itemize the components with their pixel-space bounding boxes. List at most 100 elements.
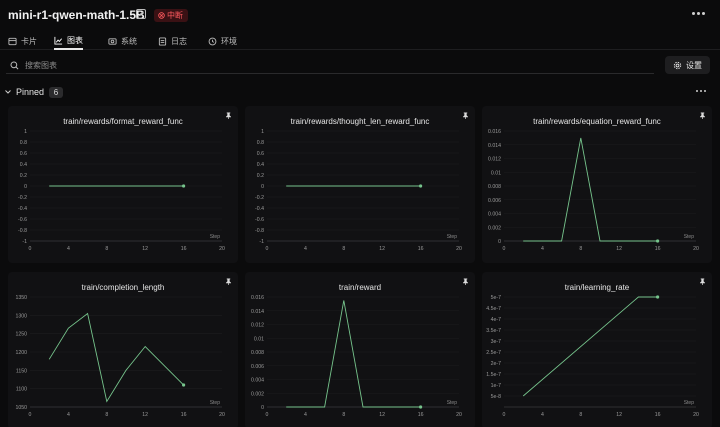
y-tick-label: 1300 bbox=[15, 313, 27, 319]
x-tick-label: 0 bbox=[503, 246, 506, 252]
x-tick-label: 12 bbox=[142, 246, 148, 252]
data-point bbox=[656, 239, 660, 243]
chart-card[interactable]: train/learning_rate 5e-8 1e-7 1.5e-7 2e-7 2.5… bbox=[482, 272, 712, 427]
y-tick-label: 1250 bbox=[15, 332, 27, 338]
x-tick-label: 4 bbox=[304, 246, 307, 252]
status-label: 中断 bbox=[167, 11, 183, 20]
y-tick-label: 0.8 bbox=[257, 140, 264, 146]
y-tick-label: -0.8 bbox=[18, 228, 27, 234]
chart-plot: 1050 1100 1150 1200 1250 1300 1350 0 4 8 12 16 20 Ste… bbox=[15, 295, 225, 418]
x-tick-label: 16 bbox=[181, 246, 187, 252]
y-tick-label: 0.4 bbox=[257, 162, 264, 168]
chart-card[interactable]: train/completion_length 1050 1100 1150 1200 1… bbox=[8, 272, 238, 427]
x-tick-label: 16 bbox=[418, 412, 424, 418]
y-tick-label: 0.01 bbox=[491, 170, 501, 176]
pin-icon[interactable] bbox=[699, 112, 706, 119]
x-tick-label: 20 bbox=[219, 246, 225, 252]
chart-card[interactable]: train/reward 0 0.002 0.004 0.006 0.008 0.01 0.0… bbox=[245, 272, 475, 427]
y-tick-label: 0.2 bbox=[257, 173, 264, 179]
x-tick-label: 8 bbox=[579, 246, 582, 252]
x-tick-label: 12 bbox=[616, 412, 622, 418]
x-axis-label: Step bbox=[210, 234, 221, 240]
tab-cards[interactable]: 卡片 bbox=[8, 33, 37, 50]
x-tick-label: 8 bbox=[342, 412, 345, 418]
x-tick-label: 16 bbox=[181, 412, 187, 418]
x-axis-label: Step bbox=[210, 400, 221, 406]
x-tick-label: 12 bbox=[142, 412, 148, 418]
pin-icon[interactable] bbox=[225, 278, 232, 285]
log-icon bbox=[158, 37, 167, 46]
y-tick-label: -0.6 bbox=[255, 217, 264, 223]
y-tick-label: -0.4 bbox=[255, 206, 264, 212]
pin-icon[interactable] bbox=[699, 278, 706, 285]
y-tick-label: 3e-7 bbox=[491, 339, 501, 345]
section-more-button[interactable] bbox=[696, 90, 706, 92]
y-tick-label: -0.2 bbox=[18, 195, 27, 201]
x-tick-label: 0 bbox=[29, 412, 32, 418]
y-tick-label: 0 bbox=[261, 405, 264, 411]
edit-icon[interactable] bbox=[135, 8, 147, 20]
data-point bbox=[182, 184, 186, 188]
chart-card[interactable]: train/rewards/thought_len_reward_func -1-… bbox=[245, 106, 475, 263]
y-tick-label: 1100 bbox=[16, 387, 27, 393]
y-tick-label: 0 bbox=[261, 184, 264, 190]
x-tick-label: 4 bbox=[67, 246, 70, 252]
section-count-badge: 6 bbox=[49, 87, 63, 98]
stop-icon bbox=[158, 12, 165, 19]
y-tick-label: -0.2 bbox=[255, 195, 264, 201]
search-icon bbox=[10, 60, 19, 69]
gear-icon bbox=[673, 61, 682, 69]
data-point bbox=[419, 405, 423, 409]
x-tick-label: 16 bbox=[655, 246, 661, 252]
chart-plot: 0 0.002 0.004 0.006 0.008 0.01 0.012 0.014 0.016… bbox=[488, 129, 699, 252]
series-line bbox=[286, 300, 421, 408]
chart-plot: 5e-8 1e-7 1.5e-7 2e-7 2.5e-7 3e-7 3.5e-7 4e-7 4.… bbox=[486, 295, 699, 418]
y-tick-label: 1150 bbox=[16, 368, 27, 374]
x-tick-label: 4 bbox=[541, 246, 544, 252]
tab-label: 卡片 bbox=[21, 37, 37, 46]
y-tick-label: 1.5e-7 bbox=[486, 372, 501, 378]
tab-environment[interactable]: 环境 bbox=[208, 33, 237, 50]
y-tick-label: 0.008 bbox=[251, 350, 264, 356]
x-axis-label: Step bbox=[447, 400, 458, 406]
more-options-button[interactable] bbox=[692, 8, 706, 18]
y-tick-label: 0.016 bbox=[488, 129, 501, 135]
x-tick-label: 0 bbox=[29, 246, 32, 252]
chart-title: train/rewards/format_reward_func bbox=[63, 117, 183, 126]
tab-label: 环境 bbox=[221, 37, 237, 46]
more-dot-icon bbox=[692, 11, 695, 15]
card-icon bbox=[8, 37, 17, 46]
chevron-down-icon[interactable] bbox=[4, 88, 12, 96]
tab-charts[interactable]: 图表 bbox=[54, 33, 83, 50]
x-tick-label: 8 bbox=[342, 246, 345, 252]
y-tick-label: 0.002 bbox=[251, 391, 264, 397]
y-tick-label: 4e-7 bbox=[491, 317, 501, 323]
section-title: Pinned bbox=[16, 87, 45, 97]
y-tick-label: 5e-7 bbox=[491, 295, 501, 301]
pinned-section-header[interactable]: Pinned 6 bbox=[0, 86, 720, 100]
x-tick-label: 20 bbox=[693, 412, 699, 418]
x-tick-label: 8 bbox=[105, 412, 108, 418]
y-tick-label: 0.6 bbox=[20, 151, 27, 157]
x-tick-label: 4 bbox=[541, 412, 544, 418]
y-tick-label: 0.006 bbox=[488, 198, 501, 204]
x-tick-label: 16 bbox=[418, 246, 424, 252]
x-tick-label: 20 bbox=[219, 412, 225, 418]
x-tick-label: 12 bbox=[379, 412, 385, 418]
chart-icon bbox=[54, 36, 63, 45]
chart-card[interactable]: train/rewards/format_reward_func -1 -0.8 -0… bbox=[8, 106, 238, 263]
x-tick-label: 4 bbox=[304, 412, 307, 418]
y-tick-label: 1e-7 bbox=[491, 383, 501, 389]
tab-system[interactable]: 系统 bbox=[108, 33, 137, 50]
system-icon bbox=[108, 38, 117, 45]
pin-icon[interactable] bbox=[462, 112, 469, 119]
y-tick-label: 4.5e-7 bbox=[486, 306, 501, 312]
settings-button[interactable]: 设置 bbox=[665, 56, 710, 74]
pin-icon[interactable] bbox=[225, 112, 232, 119]
tab-logs[interactable]: 日志 bbox=[158, 33, 187, 50]
search-input[interactable]: 搜索图表 bbox=[6, 57, 654, 74]
y-tick-label: 0.4 bbox=[20, 162, 27, 168]
chart-card[interactable]: train/rewards/equation_reward_func 0 0.002… bbox=[482, 106, 712, 263]
pin-icon[interactable] bbox=[462, 278, 469, 285]
data-point bbox=[419, 184, 423, 188]
